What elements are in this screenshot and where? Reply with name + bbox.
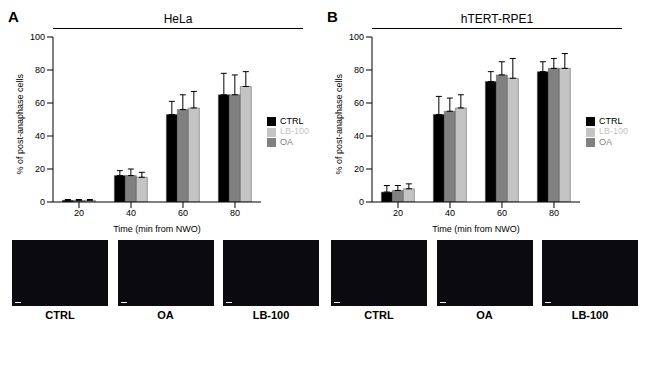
svg-text:80: 80: [354, 65, 364, 75]
svg-text:40: 40: [126, 208, 136, 218]
html-text:LB-100: LB-100: [280, 126, 309, 137]
svg-text:20: 20: [35, 164, 45, 174]
html-text:hTERT-RPE1: hTERT-RPE1: [460, 12, 534, 26]
html-text:OA: OA: [476, 309, 493, 321]
svg-text:60: 60: [497, 208, 507, 218]
html-text:LB-100: LB-100: [599, 126, 628, 137]
svg-text:20: 20: [393, 208, 403, 218]
svg-text:0: 0: [359, 197, 364, 207]
html-text:OA: OA: [280, 136, 293, 147]
svg-text:20: 20: [74, 208, 84, 218]
html-text:B: B: [327, 8, 338, 25]
html-text:CTRL: CTRL: [45, 309, 75, 321]
svg-text:80: 80: [549, 208, 559, 218]
svg-text:60: 60: [354, 98, 364, 108]
svg-text:% of post-anaphase cells: % of post-anaphase cells: [15, 73, 25, 174]
svg-text:0: 0: [40, 197, 45, 207]
svg-text:80: 80: [35, 65, 45, 75]
html-text:OA: OA: [599, 136, 612, 147]
svg-text:40: 40: [445, 208, 455, 218]
html-text:LB-100: LB-100: [252, 309, 290, 321]
html-text:CTRL: CTRL: [364, 309, 394, 321]
html-text:LB-100: LB-100: [571, 309, 609, 321]
svg-text:80: 80: [230, 208, 240, 218]
svg-text:40: 40: [35, 131, 45, 141]
html-text:A: A: [8, 8, 19, 25]
svg-text:Time (min from NWO): Time (min from NWO): [113, 224, 201, 234]
svg-text:20: 20: [354, 164, 364, 174]
html-text:CTRL: CTRL: [599, 116, 623, 127]
svg-text:60: 60: [35, 98, 45, 108]
svg-text:% of post-anaphase cells: % of post-anaphase cells: [334, 73, 344, 174]
svg-text:60: 60: [178, 208, 188, 218]
html-text:OA: OA: [157, 309, 174, 321]
svg-text:100: 100: [30, 32, 45, 42]
svg-text:100: 100: [349, 32, 364, 42]
html-text:HeLa: HeLa: [163, 12, 193, 26]
svg-text:Time (min from NWO): Time (min from NWO): [432, 224, 520, 234]
svg-text:40: 40: [354, 131, 364, 141]
html-text:CTRL: CTRL: [280, 116, 304, 127]
